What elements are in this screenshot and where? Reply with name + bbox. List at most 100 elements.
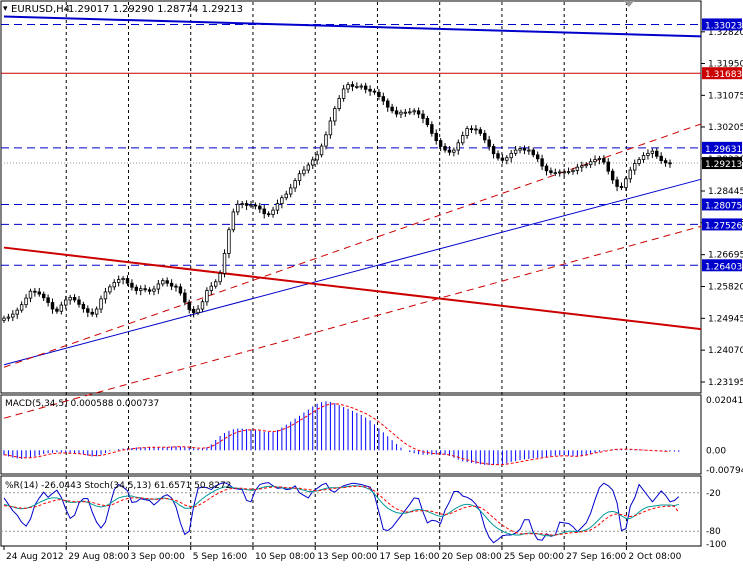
- candle-body: [469, 128, 474, 131]
- candle-body: [513, 149, 518, 154]
- candle-body: [346, 84, 350, 90]
- candle-body: [491, 146, 496, 155]
- candle-body: [112, 282, 116, 288]
- candle-body: [306, 164, 311, 171]
- candle-body: [125, 278, 130, 284]
- candle-body: [350, 84, 355, 87]
- level-price-tags: 1.33023 1.31683 1.29631 1.29213 1.28075 1.275…: [702, 18, 742, 272]
- candle-body: [28, 290, 33, 299]
- macd-axis-label: 0.020413: [706, 396, 743, 406]
- candle-body: [443, 146, 447, 151]
- candle-body: [496, 153, 500, 159]
- candle-body: [558, 171, 562, 174]
- candle-body: [421, 113, 425, 119]
- time-label: 27 Sep 16:00: [566, 552, 626, 562]
- candle-body: [68, 297, 72, 301]
- candle-body: [531, 149, 535, 156]
- time-label: 3 Sep 00:00: [130, 552, 185, 562]
- oscillator-pane-frame: [0, 475, 702, 547]
- candle-body: [174, 285, 178, 288]
- candle-body: [156, 283, 161, 290]
- candle-body: [236, 203, 240, 213]
- candle-body: [55, 308, 59, 312]
- level-tag-box: [702, 141, 742, 154]
- candle-body: [575, 166, 580, 171]
- candle-body: [403, 111, 408, 114]
- oscillator-label: %R(14) -26.0443 Stoch(34,5,13) 61.6571 5…: [5, 481, 231, 491]
- trendlines: [3, 15, 702, 419]
- scroll-marker-icon[interactable]: [624, 1, 634, 7]
- candle-body: [227, 229, 231, 254]
- candle-body: [59, 304, 64, 312]
- candle-body: [19, 304, 24, 311]
- candle-body: [258, 205, 262, 210]
- trendline-channel-lower-dashed: [3, 225, 702, 419]
- price-tick-label: 1.25820: [708, 282, 743, 292]
- candle-body: [103, 291, 108, 300]
- candle-body: [33, 290, 37, 293]
- candle-body: [139, 288, 143, 291]
- candle-body: [337, 98, 341, 109]
- candle-body: [293, 180, 297, 189]
- candle-body: [169, 282, 174, 287]
- candle-body: [205, 290, 209, 303]
- candle-body: [262, 208, 266, 215]
- candle-body: [244, 203, 249, 206]
- candle-body: [64, 299, 68, 306]
- price-tick-label: 1.26695: [708, 251, 743, 261]
- candle-body: [231, 211, 236, 231]
- price-tick-label: 1.31075: [708, 91, 743, 101]
- candle-body: [240, 203, 244, 205]
- candle-body: [566, 171, 571, 173]
- candle-body: [522, 148, 527, 151]
- candle-body: [460, 135, 465, 144]
- candle-body: [527, 149, 531, 152]
- candle-body: [222, 252, 227, 274]
- candle-body: [183, 292, 187, 303]
- candle-body: [399, 111, 403, 115]
- macd-signal-line: [3, 403, 671, 466]
- candle-body: [610, 170, 615, 181]
- candle-body: [474, 128, 478, 131]
- candle-body: [655, 150, 659, 157]
- candle-body: [311, 159, 315, 166]
- candle-body: [99, 298, 103, 310]
- candle-body: [275, 203, 280, 211]
- candle-body: [549, 170, 553, 174]
- candle-body: [540, 158, 544, 167]
- candle-body: [108, 286, 112, 293]
- price-tick-label: 1.28445: [708, 187, 743, 197]
- level-tag-box: [702, 259, 742, 272]
- candle-body: [562, 171, 566, 174]
- candle-body: [386, 100, 390, 108]
- level-tag-text: 1.31683: [705, 70, 742, 80]
- candle-body: [2, 317, 6, 321]
- level-tag-box: [702, 198, 742, 211]
- candle-body: [266, 213, 271, 216]
- candle-body: [284, 193, 288, 199]
- price-bars: [2, 81, 672, 323]
- candle-body: [319, 145, 324, 156]
- trendline-rising-support: [3, 178, 702, 366]
- candle-body: [368, 88, 372, 92]
- macd-pane-frame: [0, 394, 702, 475]
- candle-body: [438, 140, 443, 147]
- ohlc-values: 1.29017 1.29290 1.28774 1.29213: [68, 4, 243, 15]
- macd-axis-label: 0.00: [706, 446, 726, 456]
- candle-body: [187, 301, 191, 310]
- candle-body: [478, 129, 483, 134]
- candle-body: [24, 297, 28, 306]
- candle-body: [381, 96, 386, 102]
- candle-body: [218, 272, 222, 283]
- oscillator-plot: -20 -80 -100: [1, 482, 727, 550]
- candle-body: [447, 149, 452, 153]
- symbol-label: EURUSD,H4: [11, 4, 70, 15]
- level-tag-text: 1.28075: [705, 201, 742, 211]
- time-axis: 24 Aug 2012 29 Aug 08:00 3 Sep 00:00 5 Sep …: [3, 546, 682, 562]
- candle-body: [487, 139, 491, 147]
- level-tag-text: 1.33023: [705, 21, 742, 31]
- candle-body: [363, 85, 368, 90]
- chart-collapse-icon[interactable]: ▾: [3, 4, 8, 14]
